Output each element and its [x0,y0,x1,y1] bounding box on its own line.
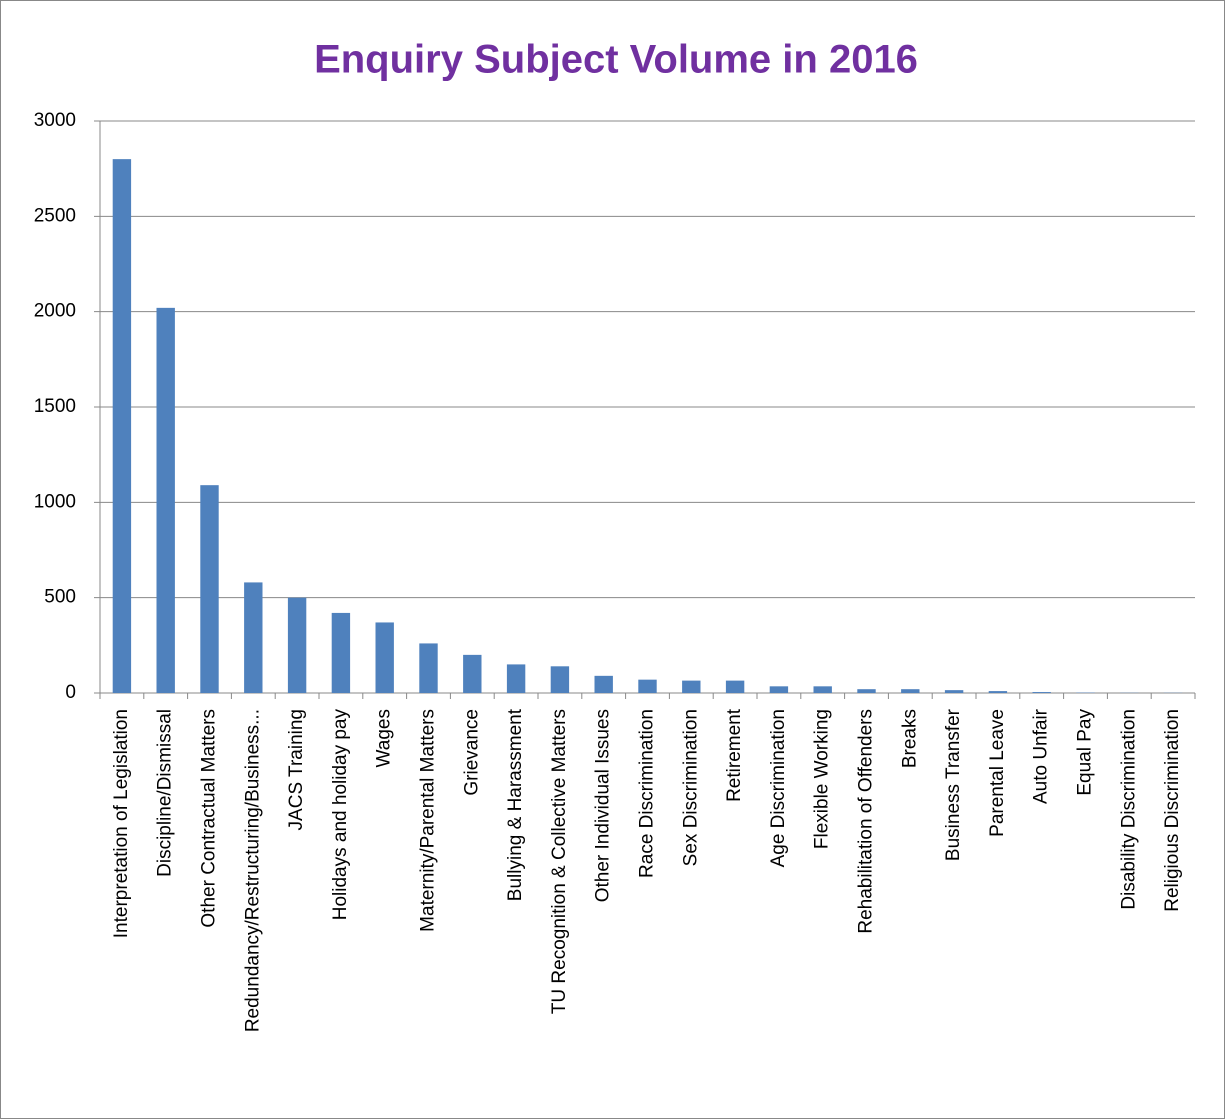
bar [988,691,1008,693]
bar [901,689,920,693]
x-tick-label: TU Recognition & Collective Matters [549,709,570,1014]
bar [200,485,219,693]
x-tick-label: Grievance [461,709,482,796]
x-tick-label: Disability Discrimination [1118,709,1139,910]
x-tick-label: Race Discrimination [637,709,658,878]
bar [156,307,175,693]
bar [594,675,613,693]
x-tick-label: Retirement [724,708,745,802]
x-tick-label: Parental Leave [987,709,1008,837]
y-tick-label: 0 [65,682,76,703]
x-tick-label: Equal Pay [1075,709,1096,796]
bar [1032,692,1051,693]
bar [419,643,438,693]
x-tick-label: Redundancy/Restructuring/Business... [242,709,263,1032]
bar [857,689,876,693]
bar [287,597,307,693]
x-tick-label: Breaks [899,709,920,768]
x-tick-label: Bullying & Harassment [505,708,526,901]
bar [813,686,832,693]
x-tick-label: JACS Training [286,709,307,830]
bar [506,664,526,693]
bar [112,159,132,694]
chart-title: Enquiry Subject Volume in 2016 [314,38,918,82]
y-tick-label: 1500 [34,396,76,417]
bar [725,680,745,693]
bar [638,679,657,693]
x-tick-label: Religious Discrimination [1162,709,1183,912]
bar [375,622,394,693]
x-tick-label: Wages [374,709,395,767]
bar [550,666,570,693]
bar [244,582,263,693]
bar [682,680,701,693]
y-tick-label: 2000 [34,301,76,322]
bar [769,686,789,693]
x-tick-label: Discipline/Dismissal [155,709,176,877]
x-tick-label: Other Individual Issues [593,709,614,902]
x-tick-label: Interpretation of Legislation [111,709,132,938]
bar [463,654,482,693]
x-tick-label: Auto Unfair [1031,708,1052,804]
y-tick-label: 3000 [34,110,76,131]
x-tick-label: Business Transfer [943,708,964,861]
x-tick-label: Sex Discrimination [680,709,701,866]
y-tick-label: 1000 [34,491,76,512]
y-tick-label: 500 [44,587,76,608]
bar [944,690,964,693]
y-tick-label: 2500 [34,205,76,226]
x-tick-label: Maternity/Parental Matters [418,709,439,932]
x-tick-label: Age Discrimination [768,709,789,867]
bar [331,612,351,693]
x-tick-label: Other Contractual Matters [199,709,220,928]
x-tick-label: Holidays and holiday pay [330,709,351,921]
x-tick-label: Flexible Working [812,709,833,849]
x-tick-label: Rehabilitation of Offenders [856,709,877,934]
